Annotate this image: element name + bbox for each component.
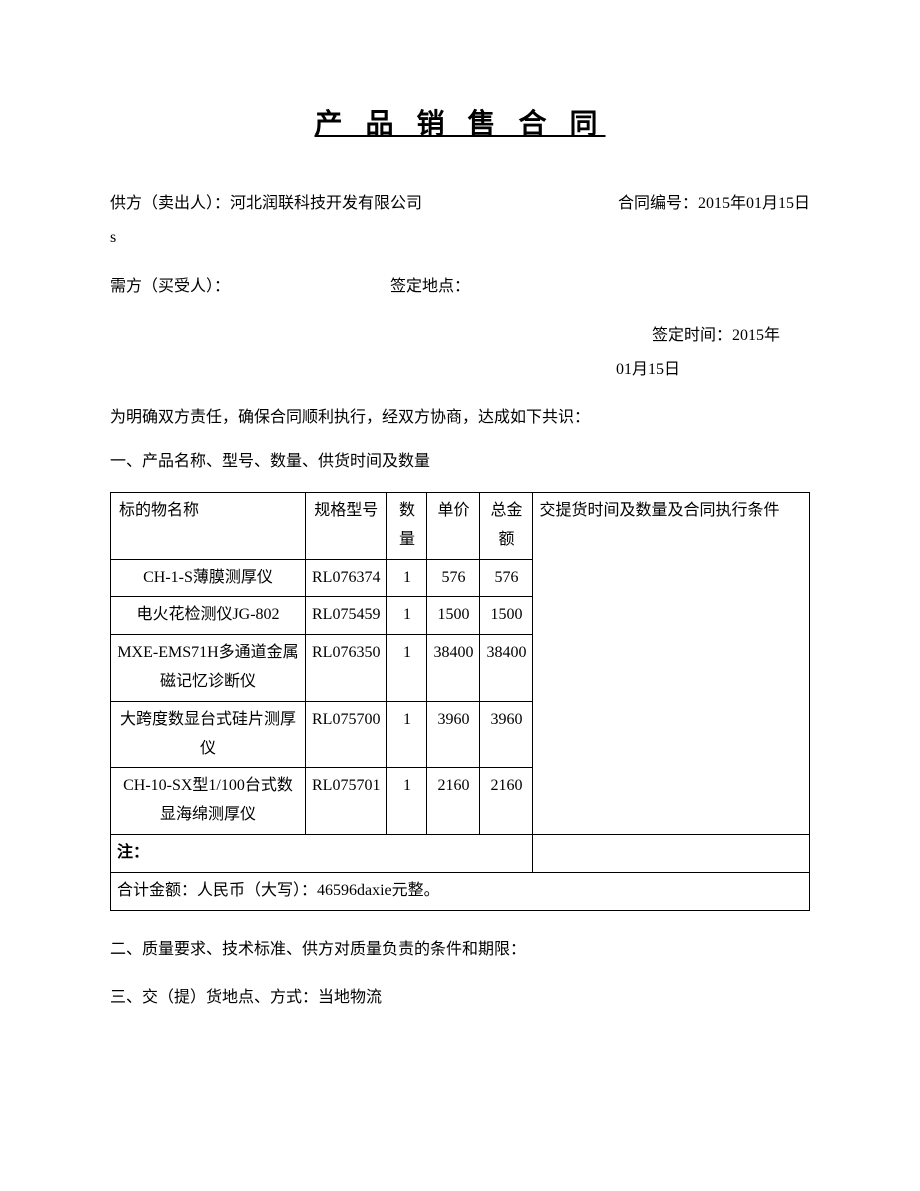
sign-time-row: 签定时间：2015年 xyxy=(110,322,810,351)
s-text: s xyxy=(110,224,810,253)
th-price: 单价 xyxy=(427,492,480,559)
cell-total: 38400 xyxy=(480,635,533,702)
total-row: 合计金额：人民币（大写）：46596daxie元整。 xyxy=(111,872,810,910)
cell-model: RL075700 xyxy=(306,701,387,768)
cell-model: RL075701 xyxy=(306,768,387,835)
buyer-label: 需方（买受人）： xyxy=(110,278,230,295)
cell-price: 2160 xyxy=(427,768,480,835)
section-3: 三、交（提）货地点、方式：当地物流 xyxy=(110,984,810,1013)
section-1-heading: 一、产品名称、型号、数量、供货时间及数量 xyxy=(110,448,810,477)
supplier-label: 供方（卖出人）： xyxy=(110,195,230,212)
total-cell: 合计金额：人民币（大写）：46596daxie元整。 xyxy=(111,872,810,910)
cell-name: CH-10-SX型1/100台式数显海绵测厚仪 xyxy=(111,768,306,835)
sign-place-label: 签定地点： xyxy=(390,278,470,295)
cell-price: 1500 xyxy=(427,597,480,635)
cell-price: 3960 xyxy=(427,701,480,768)
cell-name: 电火花检测仪JG-802 xyxy=(111,597,306,635)
cell-total: 2160 xyxy=(480,768,533,835)
cell-total: 1500 xyxy=(480,597,533,635)
cell-total: 576 xyxy=(480,559,533,597)
sign-time-label: 签定时间： xyxy=(652,327,732,344)
cell-model: RL075459 xyxy=(306,597,387,635)
supplier-name: 河北润联科技开发有限公司 xyxy=(230,195,422,212)
buyer-row: 需方（买受人）： 签定地点： xyxy=(110,273,810,302)
table-header-row: 标的物名称 规格型号 数量 单价 总金额 交提货时间及数量及合同执行条件 xyxy=(111,492,810,559)
cell-price: 38400 xyxy=(427,635,480,702)
cell-name: 大跨度数显台式硅片测厚仪 xyxy=(111,701,306,768)
cell-price: 576 xyxy=(427,559,480,597)
note-cond-cell xyxy=(533,834,810,872)
cell-qty: 1 xyxy=(387,597,427,635)
supplier-row: 供方（卖出人）：河北润联科技开发有限公司 合同编号：2015年01月15日 xyxy=(110,190,810,219)
th-total: 总金额 xyxy=(480,492,533,559)
note-row: 注： xyxy=(111,834,810,872)
cell-qty: 1 xyxy=(387,701,427,768)
th-name: 标的物名称 xyxy=(111,492,306,559)
document-title: 产 品 销 售 合 同 xyxy=(110,100,810,150)
cell-model: RL076350 xyxy=(306,635,387,702)
intro-paragraph: 为明确双方责任，确保合同顺利执行，经双方协商，达成如下共识： xyxy=(110,404,810,433)
sign-time-1: 2015年 xyxy=(732,327,780,344)
contract-no: 2015年01月15日 xyxy=(698,195,810,212)
note-cell: 注： xyxy=(111,834,533,872)
sign-time-row2: 01月15日 xyxy=(110,356,810,385)
th-model: 规格型号 xyxy=(306,492,387,559)
cell-name: MXE-EMS71H多通道金属磁记忆诊断仪 xyxy=(111,635,306,702)
th-qty: 数量 xyxy=(387,492,427,559)
contract-no-label: 合同编号： xyxy=(618,195,698,212)
cell-qty: 1 xyxy=(387,635,427,702)
cell-name: CH-1-S薄膜测厚仪 xyxy=(111,559,306,597)
cell-qty: 1 xyxy=(387,768,427,835)
cell-model: RL076374 xyxy=(306,559,387,597)
sign-time-2: 01月15日 xyxy=(616,361,680,378)
product-table: 标的物名称 规格型号 数量 单价 总金额 交提货时间及数量及合同执行条件 CH-… xyxy=(110,492,810,911)
cell-total: 3960 xyxy=(480,701,533,768)
th-cond: 交提货时间及数量及合同执行条件 xyxy=(533,492,810,834)
cell-qty: 1 xyxy=(387,559,427,597)
section-2: 二、质量要求、技术标准、供方对质量负责的条件和期限： xyxy=(110,936,810,965)
